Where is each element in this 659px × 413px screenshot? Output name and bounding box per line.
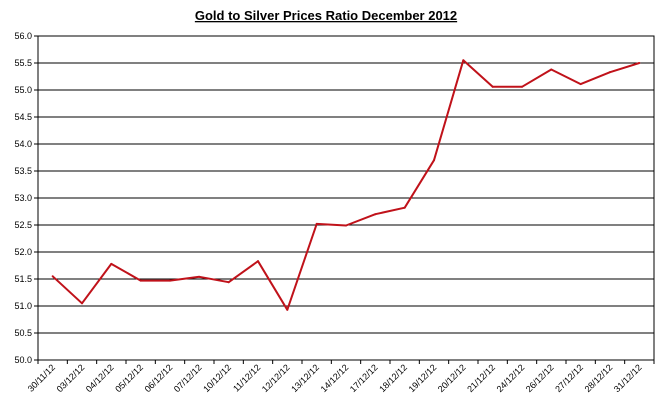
x-tick-label: 03/12/12 (55, 362, 87, 394)
y-tick-label: 50.5 (14, 328, 32, 338)
y-tick-label: 53.0 (14, 193, 32, 203)
y-tick-label: 52.0 (14, 247, 32, 257)
x-tick-label: 26/12/12 (524, 362, 556, 394)
x-tick-label: 20/12/12 (436, 362, 468, 394)
x-tick-label: 30/11/12 (26, 362, 57, 393)
data-point (638, 62, 641, 64)
x-tick-label: 12/12/12 (260, 362, 292, 394)
data-point (110, 262, 113, 265)
data-point (550, 68, 553, 71)
data-point (51, 275, 54, 278)
y-tick-label: 55.5 (14, 58, 32, 68)
y-axis-ticks: 50.0 50.5 51.0 51.5 52.0 52.5 53.0 53.5 54.0 54.5… (14, 31, 32, 365)
series-line (52, 59, 640, 311)
x-tick-label: 28/12/12 (583, 362, 615, 394)
data-point (257, 260, 259, 263)
x-axis-ticks: 30/11/1203/12/1204/12/1205/12/1206/12/12… (26, 362, 644, 394)
data-point (374, 213, 377, 216)
x-tick-label: 11/12/12 (231, 362, 262, 393)
x-tick-label: 10/12/12 (201, 362, 233, 394)
y-tick-label: 55.0 (14, 85, 32, 95)
data-point (433, 159, 435, 162)
x-tick-label: 04/12/12 (84, 362, 116, 394)
data-point (403, 206, 406, 209)
y-tick-label: 51.5 (14, 274, 32, 284)
data-point (198, 275, 201, 278)
y-tick-label: 54.5 (14, 112, 32, 122)
y-tick-label: 56.0 (14, 31, 32, 41)
x-tick-label: 18/12/12 (377, 362, 409, 394)
data-point (139, 279, 142, 282)
y-tick-label: 52.5 (14, 220, 32, 230)
data-point (521, 85, 523, 88)
chart-title: Gold to Silver Prices Ratio December 201… (195, 8, 457, 23)
data-point (169, 279, 171, 282)
x-tick-label: 06/12/12 (143, 362, 175, 394)
data-point (579, 83, 582, 86)
x-tick-label: 24/12/12 (495, 362, 527, 394)
y-tick-label: 53.5 (14, 166, 32, 176)
x-tick-label: 05/12/12 (113, 362, 145, 394)
x-tick-label: 17/12/12 (348, 362, 380, 394)
y-tick-label: 51.0 (14, 301, 32, 311)
x-tick-label: 21/12/12 (465, 362, 497, 394)
x-tick-label: 31/12/12 (612, 362, 644, 394)
y-tick-label: 54.0 (14, 139, 32, 149)
data-point (286, 308, 289, 311)
data-point (491, 85, 494, 88)
x-tick-label: 27/12/12 (553, 362, 585, 394)
x-tick-label: 07/12/12 (172, 362, 204, 394)
axes (37, 35, 655, 364)
data-point (227, 281, 230, 284)
data-point (315, 222, 318, 225)
data-point (462, 59, 465, 62)
series-group (51, 59, 641, 311)
x-tick-label: 13/12/12 (289, 362, 321, 394)
plot-area-border (37, 35, 655, 361)
x-tick-label: 14/12/12 (319, 362, 351, 394)
x-tick-label: 19/12/12 (407, 362, 439, 394)
gridlines (34, 35, 654, 361)
data-point (609, 71, 611, 74)
data-point (345, 224, 347, 227)
data-point (81, 302, 83, 305)
y-tick-label: 50.0 (14, 355, 32, 365)
